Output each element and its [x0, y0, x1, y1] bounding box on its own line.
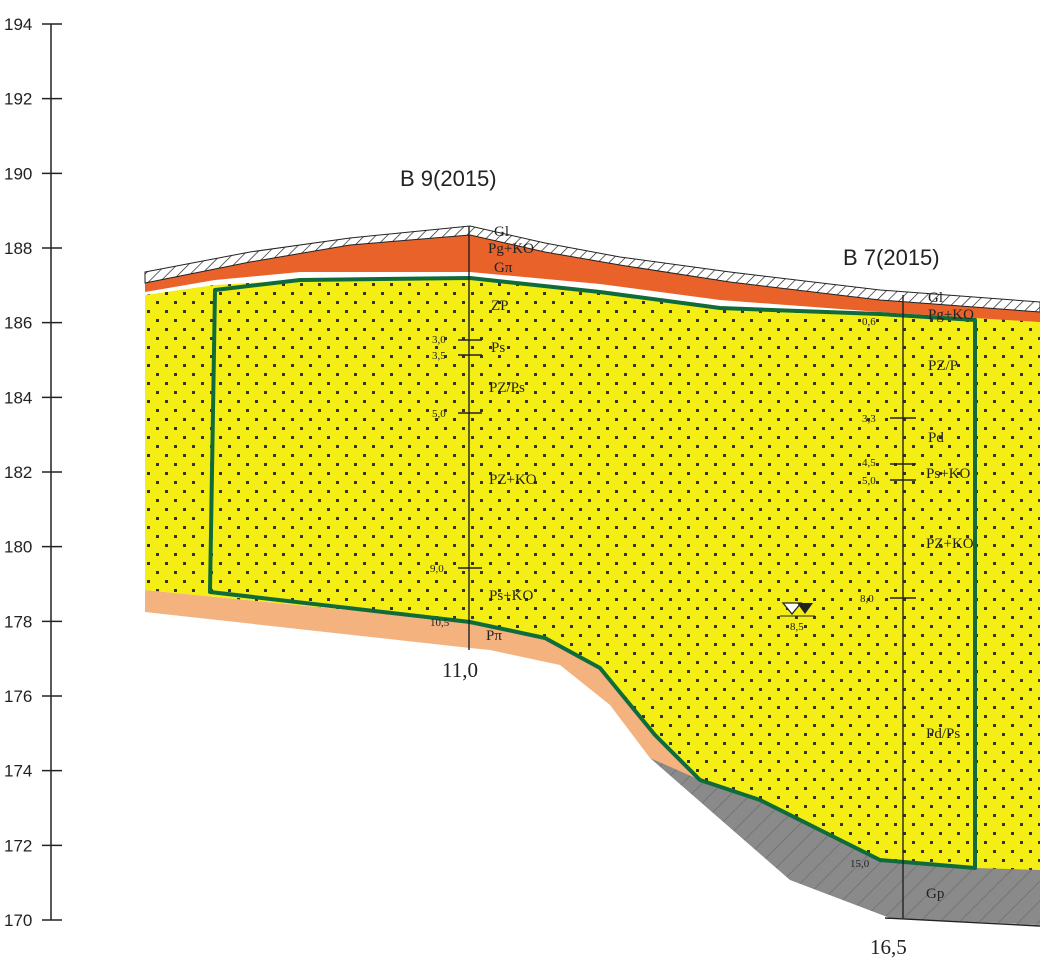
- axis-tick-label: 180: [4, 538, 32, 557]
- groundwater-triangle-filled-icon: [797, 603, 813, 614]
- b7-total-depth: 16,5: [870, 935, 907, 959]
- b7-depth-8-0: 8,0: [860, 593, 874, 605]
- b9-total-depth: 11,0: [442, 658, 478, 682]
- sand-layer: [145, 278, 1040, 870]
- b7-depth-marks: 0,6 3,3 4,5 5,0 8,0 15,0: [850, 316, 876, 870]
- b9-depth-3-0: 3,0: [432, 334, 446, 346]
- borehole-b9-title: B 9(2015): [400, 166, 497, 191]
- axis-tick-label: 176: [4, 687, 32, 706]
- b7-label-pd-ps: Pd/Ps: [926, 726, 960, 742]
- b7-label-pg-ko: Pg+KO: [928, 307, 974, 323]
- borehole-b7-title: B 7(2015): [843, 245, 940, 270]
- b9-label-pg-ko: Pg+KO: [488, 241, 534, 257]
- b9-label-gpi: Gπ: [494, 260, 513, 276]
- layer-boundary-outline: [208, 276, 977, 870]
- b9-label-gl: Gl: [494, 224, 509, 240]
- b7-depth-5-0: 5,0: [862, 475, 876, 487]
- borehole-b7-bottom: [884, 917, 1040, 927]
- b9-label-pz-ko: PZ+KO: [489, 472, 537, 488]
- b7-label-gl: Gl: [928, 290, 943, 306]
- b9-label-ps: Ps: [491, 340, 505, 356]
- axis-tick-label: 186: [4, 314, 32, 333]
- axis-tick-label: 184: [4, 388, 32, 407]
- b9-layer-labels: Gl Pg+KO Gπ ZP Ps PZ/Ps PZ+KO Ps+KO Pπ: [486, 224, 537, 644]
- groundwater-depth: 8,5: [790, 621, 804, 633]
- b9-label-pz-ps: PZ/Ps: [489, 380, 525, 396]
- b9-depth-3-5: 3,5: [432, 350, 446, 362]
- b7-depth-3-3: 3,3: [862, 413, 876, 425]
- b7-label-gp: Gp: [926, 886, 944, 902]
- b9-label-ppi: Pπ: [486, 628, 502, 644]
- axis-tick-label: 174: [4, 762, 32, 781]
- b7-depth-4-5: 4,5: [862, 457, 876, 469]
- b7-depth-ticks: [890, 417, 916, 599]
- b9-depth-10-5: 10,5: [430, 617, 450, 629]
- b7-depth-0-6: 0,6: [862, 316, 876, 328]
- b9-label-zp: ZP: [491, 298, 509, 314]
- fill-crust-layer: [144, 225, 1040, 313]
- b7-depth-15-0: 15,0: [850, 858, 870, 870]
- b7-label-pd: Pd: [928, 430, 944, 446]
- b9-depth-marks: 3,0 3,5 5,0 9,0 10,5: [430, 334, 450, 629]
- axis-ticks: 194 192 190 188 186 184 182 180 178 176 174 172 170: [4, 15, 62, 930]
- groundwater-level: 8,5: [780, 602, 815, 633]
- axis-tick-label: 178: [4, 612, 32, 631]
- b7-layer-labels: Gl Pg+KO PZ/P Pd Ps+KO PZ+KO Pd/Ps Gp: [926, 290, 974, 902]
- loam-layer: [145, 590, 700, 780]
- topsoil-layer: [145, 235, 1040, 322]
- axis-tick-label: 192: [4, 90, 32, 109]
- groundwater-triangle-open-icon: [781, 602, 803, 616]
- b7-label-pz-p: PZ/P: [928, 358, 958, 374]
- axis-tick-label: 172: [4, 836, 32, 855]
- b7-label-pz-ko: PZ+KO: [926, 536, 974, 552]
- gravel-layer-bottom-hatch: [650, 758, 1040, 925]
- b9-depth-5-0: 5,0: [432, 408, 446, 420]
- axis-tick-label: 188: [4, 239, 32, 258]
- axis-tick-label: 190: [4, 164, 32, 183]
- b7-label-ps-ko: Ps+KO: [926, 466, 970, 482]
- b9-label-ps-ko: Ps+KO: [489, 588, 533, 604]
- b9-depth-ticks: [458, 339, 482, 569]
- axis-tick-label: 170: [4, 911, 32, 930]
- axis-tick-label: 194: [4, 15, 32, 34]
- axis-tick-label: 182: [4, 463, 32, 482]
- b9-depth-9-0: 9,0: [430, 563, 444, 575]
